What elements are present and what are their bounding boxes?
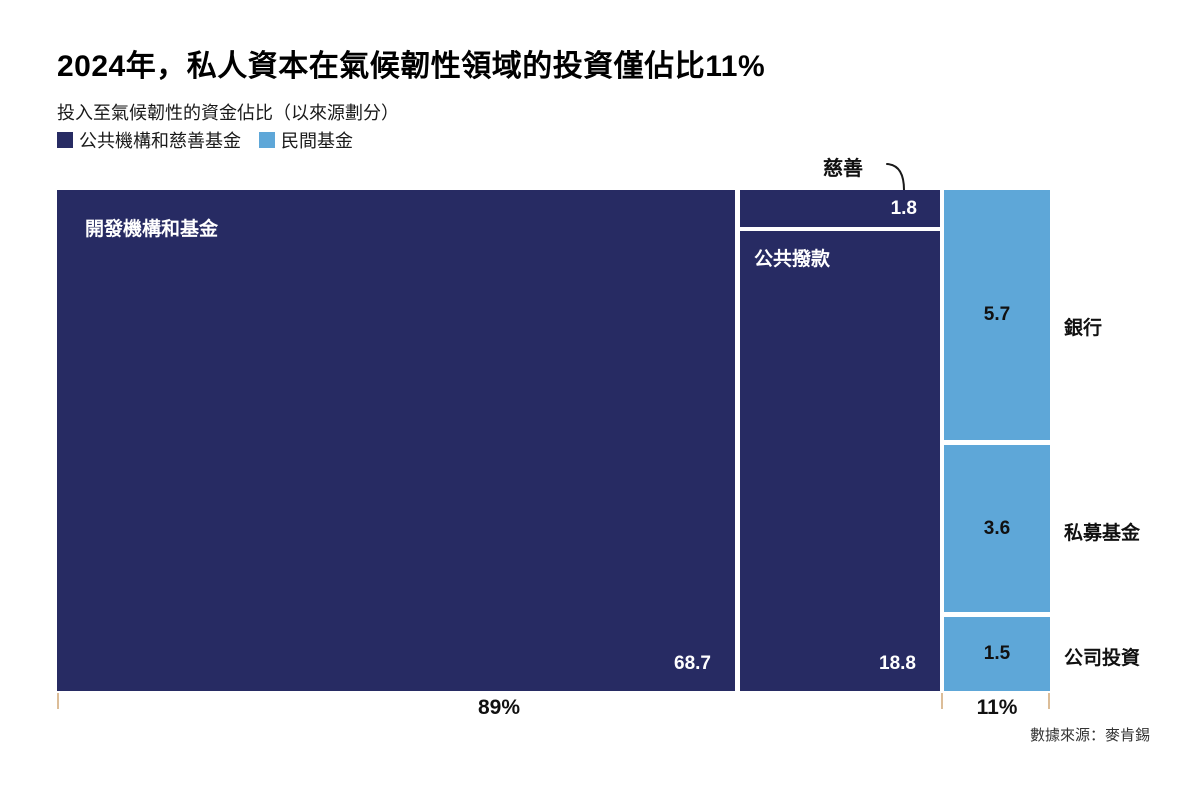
block-public-grants-label: 公共撥款 <box>754 249 831 270</box>
legend-item-public: 公共機構和慈善基金 <box>57 127 241 153</box>
block-public-grants: 公共撥款 18.8 <box>740 231 940 691</box>
block-development-institutions: 開發機構和基金 68.7 <box>57 190 735 691</box>
side-label-banks: 銀行 <box>1064 318 1103 339</box>
block-banks-value: 5.7 <box>983 304 1011 325</box>
annotation-connector-line <box>886 163 905 191</box>
chart-subtitle: 投入至氣候韌性的資金佔比（以來源劃分） <box>57 103 399 123</box>
source-note: 數據來源：麥肯錫 <box>1029 727 1150 744</box>
side-label-corporate-investment: 公司投資 <box>1064 648 1141 669</box>
block-charity: 1.8 <box>740 190 940 227</box>
chart-title: 2024年，私人資本在氣候韌性領域的投資僅佔比11% <box>57 50 766 83</box>
block-development-value: 68.7 <box>674 653 711 674</box>
block-development-label: 開發機構和基金 <box>85 219 219 240</box>
block-public-grants-value: 18.8 <box>879 653 916 674</box>
legend-item-private: 民間基金 <box>259 127 353 153</box>
axis-tick-left <box>57 693 59 709</box>
side-label-private-equity: 私募基金 <box>1064 523 1141 544</box>
block-corporate-investment: 1.5 <box>944 617 1050 691</box>
axis-tick-right <box>1048 693 1050 709</box>
block-private-equity-value: 3.6 <box>983 517 1011 539</box>
block-banks: 5.7 <box>944 190 1050 440</box>
block-charity-value: 1.8 <box>890 197 917 219</box>
legend-label-private: 民間基金 <box>281 131 353 151</box>
legend-label-public: 公共機構和慈善基金 <box>79 131 241 151</box>
block-corporate-investment-value: 1.5 <box>983 643 1011 664</box>
axis-label-public-share: 89% <box>477 696 521 719</box>
legend-swatch-public-icon <box>57 132 73 148</box>
block-private-equity: 3.6 <box>944 445 1050 612</box>
legend: 公共機構和慈善基金 民間基金 <box>57 127 363 153</box>
axis-tick-middle <box>941 693 943 709</box>
legend-swatch-private-icon <box>259 132 275 148</box>
axis-label-private-share: 11% <box>976 696 1018 719</box>
charity-annotation-label: 慈善 <box>823 158 863 180</box>
marimekko-chart: 慈善 開發機構和基金 68.7 1.8 公共撥款 18.8 5.7 3.6 1.… <box>57 158 1140 719</box>
